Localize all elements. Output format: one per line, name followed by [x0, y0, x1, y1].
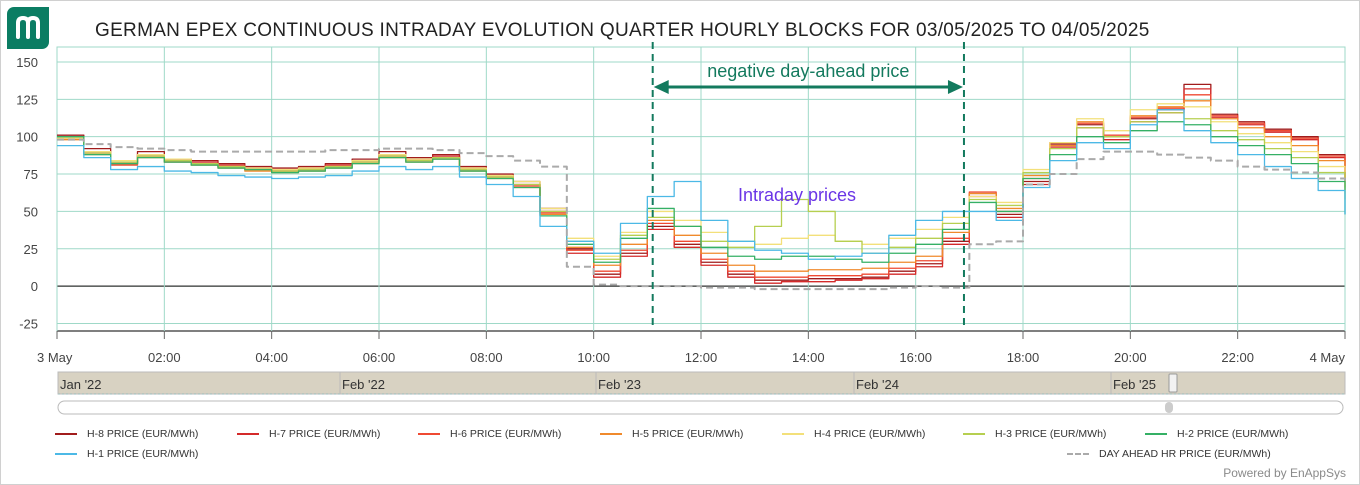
y-tick-label: 75: [24, 167, 38, 182]
legend-item-h-1[interactable]: H-1 PRICE (EUR/MWh): [55, 448, 198, 460]
y-tick-label: 25: [24, 242, 38, 257]
legend-swatch: [55, 453, 77, 455]
x-tick-label: 10:00: [577, 350, 610, 365]
legend-item-h-2[interactable]: H-2 PRICE (EUR/MWh): [1145, 428, 1288, 440]
scrollbar-thumb[interactable]: [1165, 402, 1173, 413]
series-line-h-2: [57, 121, 1346, 263]
navigator-label: Feb '25: [1113, 377, 1156, 392]
y-tick-label: 0: [31, 279, 38, 294]
legend-item-h-8[interactable]: H-8 PRICE (EUR/MWh): [55, 428, 198, 440]
legend-label: H-4 PRICE (EUR/MWh): [814, 428, 926, 440]
powered-by-text: Powered by EnAppSys: [1223, 466, 1346, 480]
intraday-prices-label: Intraday prices: [738, 185, 856, 205]
window-arrow-left-head: [653, 80, 669, 94]
legend-swatch: [782, 433, 804, 435]
line-chart: 150 125 100 75 50 25 0 -25 3 May 02:00 04:00 06:00 0…: [16, 42, 1346, 415]
enappsys-logo-icon: [7, 7, 49, 49]
legend-label: H-5 PRICE (EUR/MWh): [632, 428, 744, 440]
legend-label: H-7 PRICE (EUR/MWh): [269, 428, 381, 440]
y-tick-label: 150: [16, 55, 38, 70]
legend-label: H-1 PRICE (EUR/MWh): [87, 448, 199, 460]
x-tick-label: 18:00: [1007, 350, 1040, 365]
x-tick-label: 16:00: [899, 350, 932, 365]
navigator-label: Feb '23: [598, 377, 641, 392]
legend-swatch: [1145, 433, 1167, 435]
legend-label: H-6 PRICE (EUR/MWh): [450, 428, 562, 440]
legend-swatch: [418, 433, 440, 435]
y-tick-label: 125: [16, 92, 38, 107]
legend-label: H-8 PRICE (EUR/MWh): [87, 428, 199, 440]
navigator-label: Jan '22: [60, 377, 102, 392]
window-label: negative day-ahead price: [707, 61, 909, 81]
chart-title: GERMAN EPEX CONTINUOUS INTRADAY EVOLUTIO…: [95, 20, 1150, 41]
legend-item-h-5[interactable]: H-5 PRICE (EUR/MWh): [600, 428, 743, 440]
legend-swatch: [1067, 453, 1089, 455]
window-arrow-right-head: [947, 80, 963, 94]
x-tick-label: 3 May: [37, 350, 73, 365]
navigator-handle[interactable]: [1168, 373, 1178, 393]
series-line-h-1: [57, 109, 1346, 260]
y-tick-label: -25: [19, 317, 38, 332]
x-tick-label: 04:00: [255, 350, 288, 365]
x-tick-label: 02:00: [148, 350, 181, 365]
legend-swatch: [600, 433, 622, 435]
x-tick-label: 12:00: [685, 350, 718, 365]
legend-item-h-7[interactable]: H-7 PRICE (EUR/MWh): [237, 428, 380, 440]
legend-item-da[interactable]: DAY AHEAD HR PRICE (EUR/MWh): [1067, 448, 1271, 460]
legend-label: DAY AHEAD HR PRICE (EUR/MWh): [1099, 448, 1271, 460]
x-tick-label: 20:00: [1114, 350, 1147, 365]
scrollbar-track[interactable]: [57, 400, 1344, 415]
x-tick-label: 22:00: [1221, 350, 1254, 365]
chart-legend: H-8 PRICE (EUR/MWh) H-7 PRICE (EUR/MWh) H-…: [0, 428, 1360, 468]
y-tick-label: 100: [16, 130, 38, 145]
y-tick-label: 50: [24, 204, 38, 219]
navigator-label: Feb '22: [342, 377, 385, 392]
legend-swatch: [237, 433, 259, 435]
legend-label: H-2 PRICE (EUR/MWh): [1177, 428, 1289, 440]
x-tick-label: 06:00: [363, 350, 396, 365]
legend-label: H-3 PRICE (EUR/MWh): [995, 428, 1107, 440]
legend-item-h-3[interactable]: H-3 PRICE (EUR/MWh): [963, 428, 1106, 440]
navigator-label: Feb '24: [856, 377, 899, 392]
x-tick-label: 14:00: [792, 350, 825, 365]
x-tick-label: 08:00: [470, 350, 503, 365]
legend-item-h-6[interactable]: H-6 PRICE (EUR/MWh): [418, 428, 561, 440]
series-line-da: [57, 138, 1346, 291]
legend-swatch: [963, 433, 985, 435]
legend-swatch: [55, 433, 77, 435]
legend-item-h-4[interactable]: H-4 PRICE (EUR/MWh): [782, 428, 925, 440]
x-tick-label: 4 May: [1310, 350, 1346, 365]
